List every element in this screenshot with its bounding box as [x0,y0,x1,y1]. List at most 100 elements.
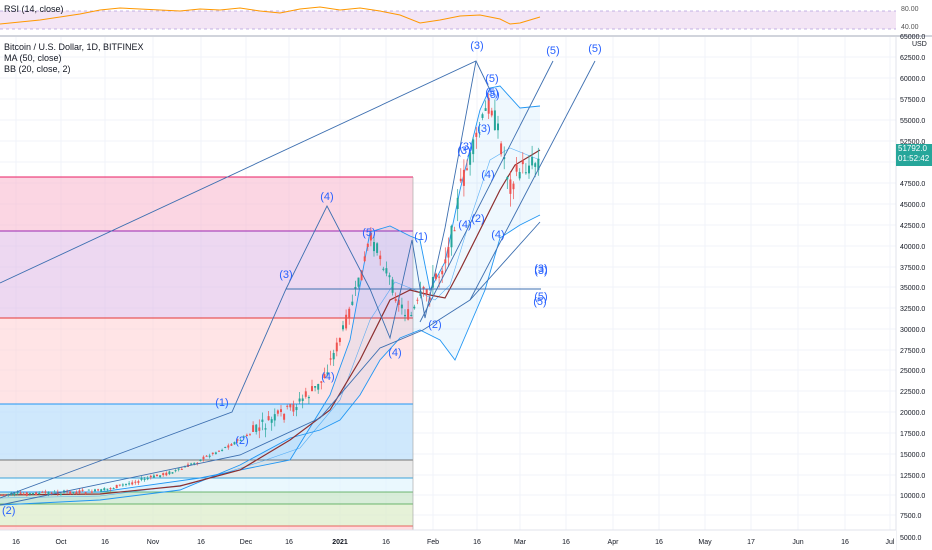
candle [78,490,81,493]
candle [450,225,453,248]
candle [183,466,186,468]
candle [255,424,258,432]
candle [218,450,220,452]
time-axis[interactable]: 16 Oct 16 Nov 16 Dec 16 2021 16 Feb 16 Mar 16 Apr 16 Ma… [0,529,896,550]
candle [531,156,534,166]
wave-label: (2) [428,319,441,331]
wave-label: (5) [588,43,601,55]
time-axis-label: 16 [285,539,293,546]
candle [487,97,490,114]
candle [177,468,180,470]
time-axis-label: Jul [886,539,895,546]
wave-label: (3) [279,269,292,281]
candle [165,472,168,476]
time-axis-label: 17 [747,539,755,546]
candle [131,482,134,485]
candle [19,492,22,494]
wave-label: (5) [534,291,547,303]
wave-label: (3) [459,141,472,153]
time-axis-label: 16 [382,539,390,546]
time-axis-label: 2021 [332,539,348,546]
candle [233,442,236,445]
candle [425,289,428,294]
price-axis-label: 55000.0 [900,118,925,125]
candle [307,396,310,399]
candle [118,484,121,486]
candle [391,279,394,293]
price-axis-label: 12500.0 [900,473,925,480]
candle [292,404,295,412]
ma-indicator-label: MA (50, close) [4,53,62,63]
candle [345,314,348,329]
candle [360,270,363,281]
candle [385,268,388,274]
candle [506,177,509,180]
price-axis-label: 17500.0 [900,431,925,438]
candle [193,462,196,464]
candle [394,298,397,302]
wave-label: (4) [321,371,334,383]
candle [456,197,459,209]
candle [38,493,41,495]
candlesticks [1,93,540,497]
candle [289,404,292,408]
candle [469,152,472,165]
candle [286,405,289,407]
wave-label: (2) [2,505,15,517]
candle [199,459,202,462]
candle [115,484,118,489]
candle [428,297,431,301]
candle [407,309,410,320]
candle [397,299,400,305]
time-axis-label: 16 [101,539,109,546]
price-axis-label: 65000.0 [900,34,925,41]
candle [50,492,53,495]
candle [125,483,127,485]
price-axis-label: 45000.0 [900,202,925,209]
wave-label: (5) [485,87,498,99]
candle [75,491,78,494]
time-axis-label: 16 [473,539,481,546]
candle [106,488,109,490]
candle [311,386,313,392]
candle [249,434,251,436]
candle [137,481,140,483]
candle [373,242,375,252]
candle [252,425,255,432]
candle [239,440,242,442]
candle [267,416,270,421]
wave-label: (1) [215,397,228,409]
candle [32,493,34,495]
candle [171,472,174,474]
candle [261,419,264,422]
candle [351,301,354,305]
candle [72,491,75,493]
time-axis-label: 16 [655,539,663,546]
candle [149,475,152,478]
symbol-title: Bitcoin / U.S. Dollar, 1D, BITFINEX [4,42,144,52]
candle [400,304,403,309]
candle [366,243,369,247]
candle [112,487,115,489]
candle [490,110,493,116]
time-axis-label: 16 [841,539,849,546]
candle [236,439,239,441]
price-axis[interactable]: USD 65000.0 62500.0 60000.0 57500.0 55000.0 5… [895,34,932,550]
candle [208,455,211,457]
wave-label: (2) [235,435,248,447]
candle [314,386,317,388]
price-axis-label: 5000.0 [900,535,922,542]
candle [214,452,217,454]
wave-labels: (1)(2)(3)(4)(5) (1)(2)(3)(4)(5)(3)(4)(5)(… [2,40,602,517]
candle [180,468,183,470]
price-axis-label: 52500.0 [900,139,925,146]
candle [162,473,165,476]
candle [342,325,344,330]
candle [47,492,50,495]
candle [388,275,391,278]
candle [196,462,199,464]
wave-label: (1) [414,231,427,243]
rsi-level-80: 80.00 [901,6,919,13]
candle [348,308,351,319]
